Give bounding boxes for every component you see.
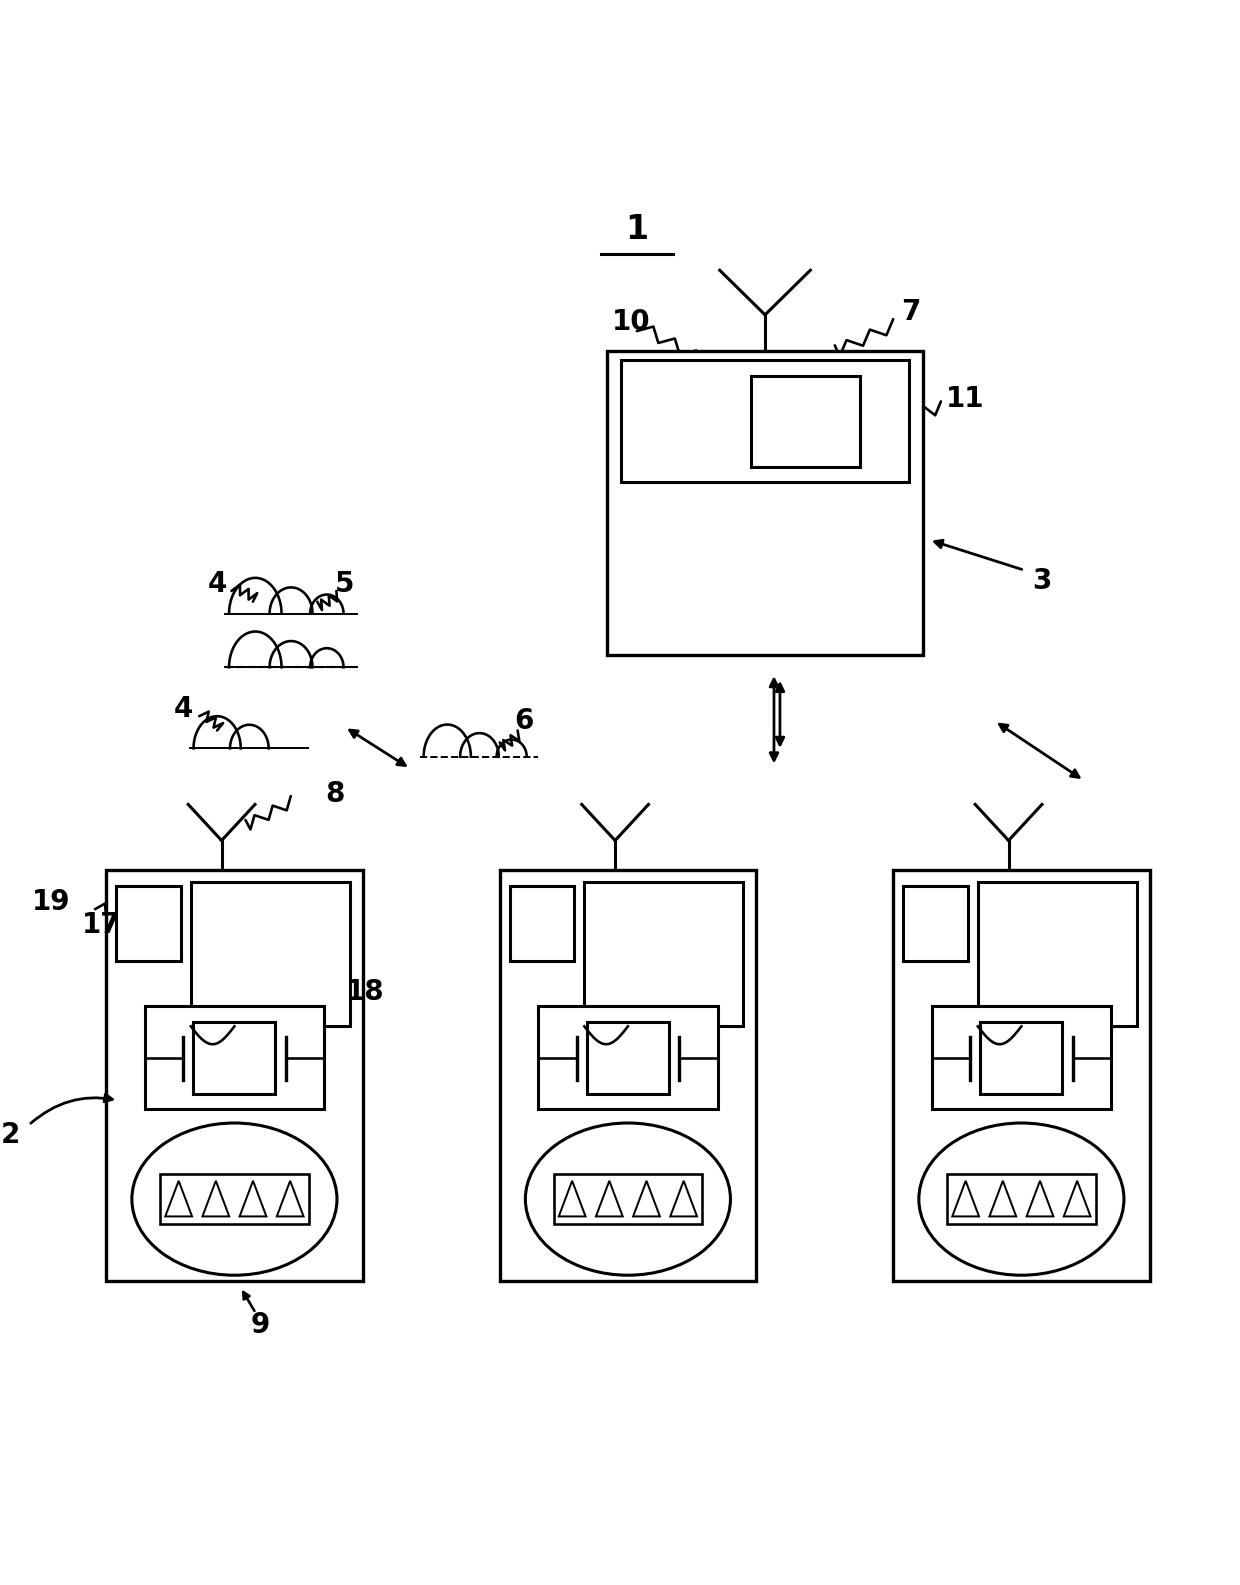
Bar <box>750 376 859 468</box>
Text: 10: 10 <box>611 307 650 336</box>
Text: 5: 5 <box>335 571 355 598</box>
Ellipse shape <box>131 1124 337 1276</box>
Bar <box>553 1174 702 1224</box>
Bar <box>978 883 1137 1027</box>
Bar <box>107 870 362 1281</box>
Text: 1: 1 <box>625 214 649 246</box>
Ellipse shape <box>526 1124 730 1276</box>
Bar <box>608 352 923 655</box>
Bar <box>117 886 181 961</box>
Bar <box>584 883 743 1027</box>
Bar <box>193 1022 275 1094</box>
Text: 9: 9 <box>250 1311 270 1339</box>
Polygon shape <box>990 1181 1017 1216</box>
Text: 11: 11 <box>946 385 985 414</box>
Text: 4: 4 <box>207 571 227 598</box>
Bar <box>621 360 909 482</box>
Text: 3: 3 <box>1033 567 1052 594</box>
Text: 19: 19 <box>32 888 71 916</box>
Text: 6: 6 <box>513 707 533 735</box>
Polygon shape <box>1027 1181 1053 1216</box>
Polygon shape <box>239 1181 267 1216</box>
Polygon shape <box>202 1181 229 1216</box>
Text: 8: 8 <box>325 780 345 808</box>
Bar <box>931 1006 1111 1108</box>
Text: 18: 18 <box>346 978 384 1006</box>
Bar <box>893 870 1149 1281</box>
Ellipse shape <box>919 1124 1123 1276</box>
Polygon shape <box>596 1181 622 1216</box>
Polygon shape <box>952 1181 980 1216</box>
Bar <box>947 1174 1096 1224</box>
Bar <box>538 1006 718 1108</box>
Text: 4: 4 <box>174 696 193 723</box>
Polygon shape <box>559 1181 585 1216</box>
Bar <box>587 1022 668 1094</box>
Bar <box>145 1006 324 1108</box>
Polygon shape <box>165 1181 192 1216</box>
Text: 2: 2 <box>1 1121 21 1149</box>
Text: 17: 17 <box>82 911 120 938</box>
Bar <box>510 886 574 961</box>
Polygon shape <box>1064 1181 1090 1216</box>
Polygon shape <box>634 1181 660 1216</box>
Bar <box>904 886 967 961</box>
Bar <box>191 883 350 1027</box>
Bar <box>500 870 756 1281</box>
Text: 7: 7 <box>901 298 921 327</box>
Polygon shape <box>277 1181 304 1216</box>
Bar <box>160 1174 309 1224</box>
Polygon shape <box>671 1181 697 1216</box>
Bar <box>981 1022 1063 1094</box>
